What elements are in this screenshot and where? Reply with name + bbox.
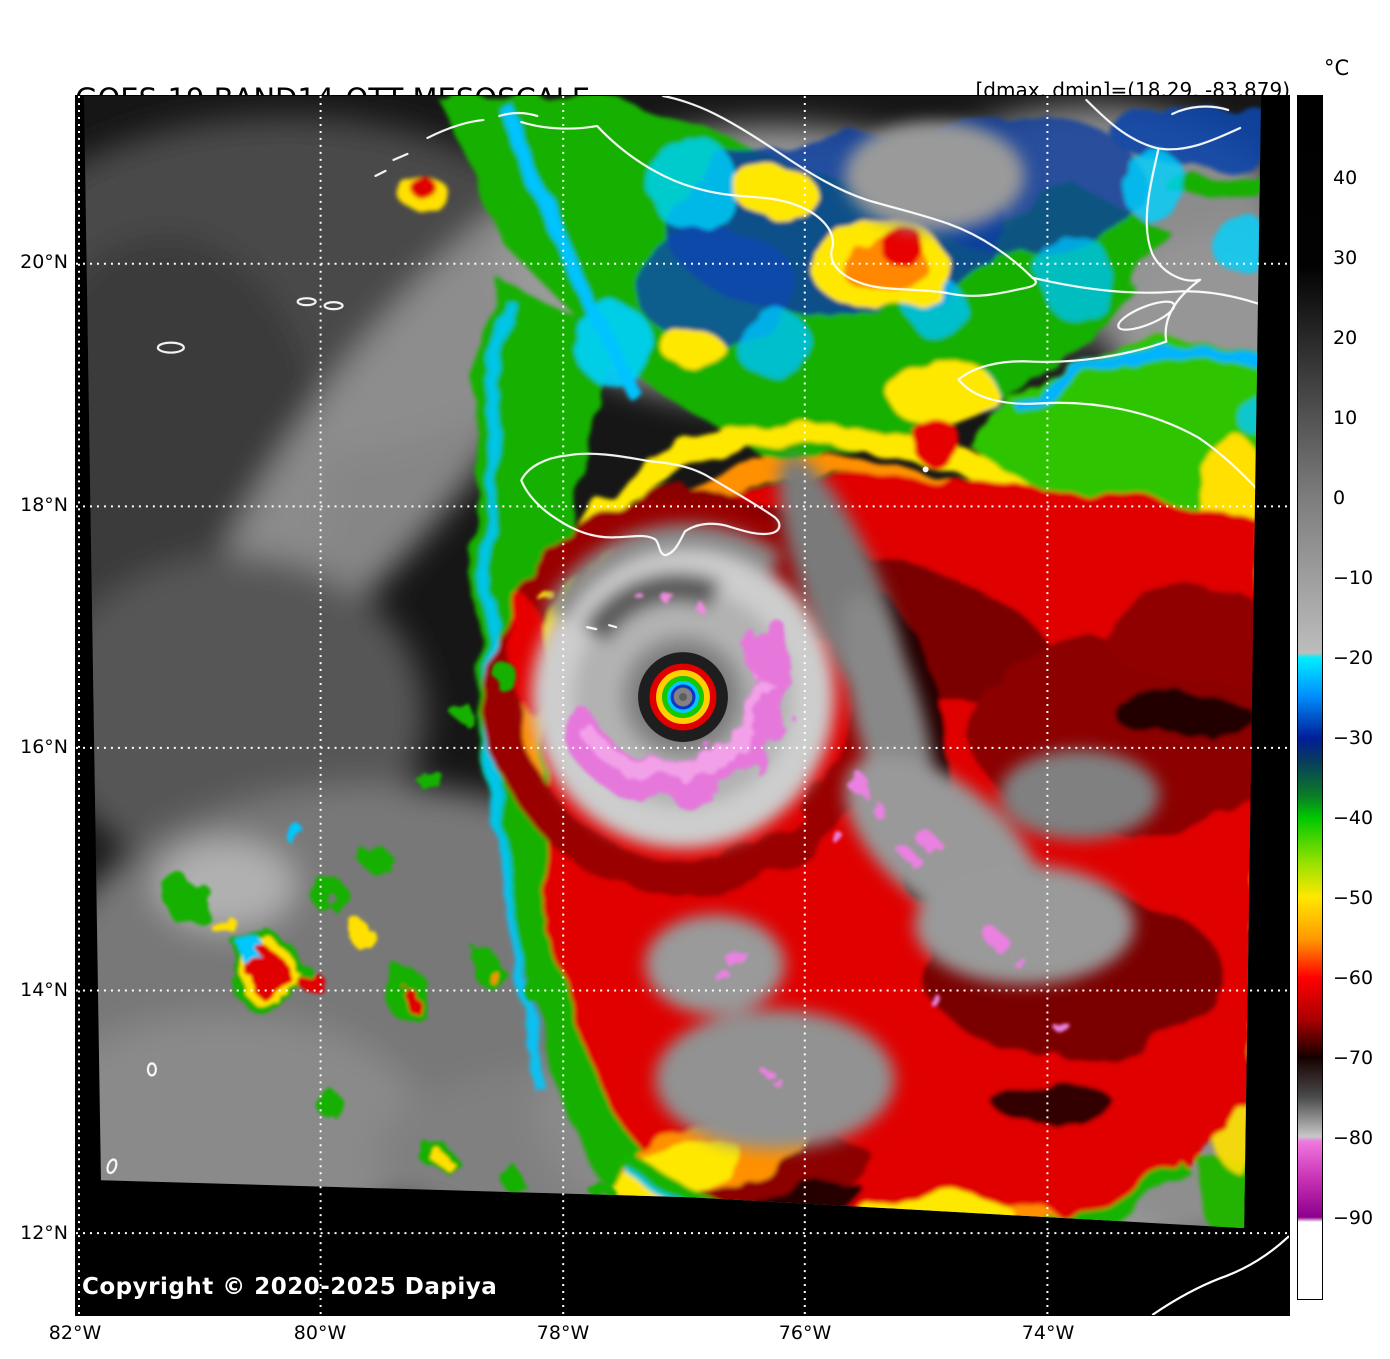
- tortuga-island: [1171, 105, 1230, 116]
- satellite-map: Copyright © 2020-2025 Dapiya: [75, 95, 1290, 1316]
- cuba-ne-coast: [1031, 276, 1262, 315]
- grand-cayman-island: [156, 341, 185, 354]
- longitude-label: 82°W: [48, 1322, 102, 1344]
- pink-overshoot-spots: [715, 774, 1067, 1085]
- cold-pink-crescent: [560, 593, 794, 803]
- latitude-label: 14°N: [20, 979, 68, 1001]
- latitude-label: 16°N: [20, 736, 68, 758]
- cuba-south-coast: [520, 120, 1037, 297]
- hurricane-core: [531, 523, 835, 849]
- south-america-coast: [1151, 1235, 1289, 1315]
- colorbar-tick-label: −80: [1333, 1127, 1374, 1149]
- copyright-text: Copyright © 2020-2025 Dapiya: [82, 1274, 498, 1300]
- longitude-label: 80°W: [293, 1322, 347, 1344]
- colorbar-tick-label: 40: [1333, 167, 1358, 189]
- longitude-label: 76°W: [778, 1322, 832, 1344]
- colorbar-tick-label: −60: [1333, 967, 1374, 989]
- latitude-label: 20°N: [20, 251, 68, 273]
- san-andres-island: [106, 1158, 118, 1175]
- colorbar-tick-label: −70: [1333, 1047, 1374, 1069]
- eye: [638, 652, 728, 742]
- haiti-north-coast: [1085, 98, 1242, 151]
- dry-slot-layer: [645, 120, 1160, 1150]
- scattered-cells-layer: [163, 587, 612, 1201]
- satellite-scene: [76, 96, 1289, 1315]
- colorbar-tick-label: −20: [1333, 647, 1374, 669]
- providencia-island: [146, 1062, 157, 1077]
- colorbar-tick-label: −90: [1333, 1207, 1374, 1229]
- colorbar-tick-label: 30: [1333, 247, 1358, 269]
- latitude-label: 18°N: [20, 494, 68, 516]
- little-cayman-island: [296, 297, 317, 307]
- navassa-island: [922, 466, 929, 473]
- colorbar-unit-label: °C: [1324, 56, 1350, 80]
- coastline-layer: [106, 96, 1262, 1175]
- cayman-brac-island: [323, 301, 344, 311]
- jamaica-coastline: [520, 452, 781, 557]
- latitude-label: 12°N: [20, 1222, 68, 1244]
- longitude-label: 78°W: [536, 1322, 590, 1344]
- longitude-label: 74°W: [1021, 1322, 1075, 1344]
- temperature-colorbar: [1297, 95, 1323, 1300]
- pedro-cays: [586, 624, 618, 631]
- colorbar-tick-label: 0: [1333, 487, 1346, 509]
- colorbar-tick-label: −50: [1333, 887, 1374, 909]
- colorbar-tick-label: 10: [1333, 407, 1358, 429]
- tiburon-peninsula: [957, 340, 1262, 525]
- cuba-keys: [374, 111, 539, 177]
- gonave-island: [1117, 300, 1176, 331]
- cuba-north-coast: [661, 96, 1034, 279]
- colorbar-tick-label: −30: [1333, 727, 1374, 749]
- latlon-gridlines: [76, 96, 1289, 1315]
- colorbar-tick-label: 20: [1333, 327, 1358, 349]
- colorbar-tick-label: −10: [1333, 567, 1374, 589]
- colorbar-tick-label: −40: [1333, 807, 1374, 829]
